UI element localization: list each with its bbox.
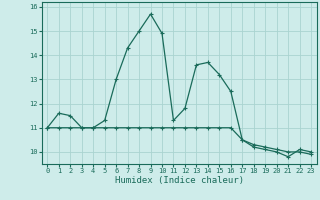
X-axis label: Humidex (Indice chaleur): Humidex (Indice chaleur): [115, 176, 244, 185]
